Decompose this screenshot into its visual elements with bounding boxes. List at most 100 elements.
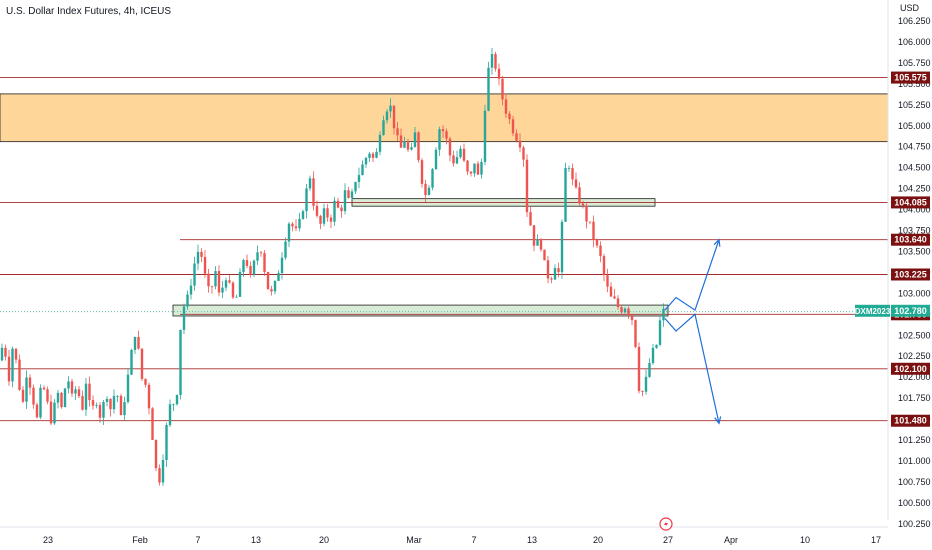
candle <box>448 136 452 162</box>
candle <box>42 385 46 391</box>
candle-body <box>560 221 564 273</box>
zone-supply <box>0 93 889 143</box>
candle <box>557 262 560 278</box>
price-tick-label: 103.500 <box>898 246 931 256</box>
candle-body <box>382 120 385 135</box>
candle <box>389 98 392 119</box>
candle <box>270 285 273 296</box>
candle <box>49 394 53 426</box>
candle <box>25 370 28 409</box>
candle <box>154 439 158 472</box>
candle-body <box>305 188 308 212</box>
candle-body <box>613 296 616 299</box>
price-tick-label: 104.000 <box>898 205 931 215</box>
candle-body <box>623 308 627 313</box>
candle <box>333 196 336 226</box>
candle <box>252 259 256 278</box>
candle <box>627 306 630 319</box>
candle <box>634 319 637 349</box>
candle-body <box>564 168 567 222</box>
candle-body <box>375 151 378 158</box>
candle-body <box>655 344 658 348</box>
candle-body <box>434 149 438 170</box>
candle <box>378 131 382 156</box>
candle-body <box>193 263 196 286</box>
candle <box>658 315 662 347</box>
candle-body <box>567 168 571 169</box>
candle <box>382 115 385 136</box>
candle-body <box>588 221 592 223</box>
date-tick-label: Feb <box>132 535 148 545</box>
projection-down-arrow <box>664 313 720 424</box>
candle-body <box>490 54 494 68</box>
candle <box>623 307 627 314</box>
candle <box>434 147 438 170</box>
candle-body <box>39 387 42 418</box>
price-tick-label: 101.250 <box>898 435 931 445</box>
candle <box>518 133 522 153</box>
candle <box>361 160 364 176</box>
candle <box>224 277 228 292</box>
candle <box>494 51 497 72</box>
candle <box>112 389 116 414</box>
candle-body <box>294 226 298 229</box>
price-tick-label: 100.250 <box>898 519 931 529</box>
candle-body <box>280 257 284 274</box>
candle-body <box>364 157 368 165</box>
candle <box>368 151 371 162</box>
candle <box>445 128 448 145</box>
level-badge-label: 103.640 <box>894 235 927 245</box>
candle <box>550 276 553 284</box>
price-axis[interactable]: USD 106.250 106.000 105.750 105.500 105.250 1… <box>887 0 931 529</box>
candle <box>28 374 32 395</box>
candle-body <box>350 191 354 198</box>
candle <box>116 394 119 403</box>
candle-body <box>168 404 172 426</box>
candle <box>336 197 340 209</box>
candle-body <box>56 392 60 403</box>
candle-body <box>231 282 235 298</box>
candle-body <box>77 389 81 397</box>
candle <box>648 358 651 378</box>
arrow-head <box>714 416 722 425</box>
candle <box>340 204 343 219</box>
candle <box>98 402 102 423</box>
candle <box>564 162 567 222</box>
candle <box>231 281 235 299</box>
projection-arrows <box>664 238 722 425</box>
candle <box>560 219 564 279</box>
candle <box>294 219 298 232</box>
candle <box>77 386 81 399</box>
candle <box>11 346 14 388</box>
candle <box>525 154 529 217</box>
candle-body <box>658 320 662 345</box>
candle-body <box>161 460 165 483</box>
candle <box>553 264 557 280</box>
price-tick-label: 105.750 <box>898 58 931 68</box>
candle <box>606 268 609 293</box>
candle <box>420 158 424 188</box>
candle <box>455 150 459 165</box>
candle <box>410 142 413 151</box>
candle-body <box>651 347 655 363</box>
candle-body <box>620 307 623 313</box>
candle-body <box>648 362 651 377</box>
candle-body <box>172 404 175 406</box>
candle-body <box>301 211 305 219</box>
price-tick-label: 106.000 <box>898 37 931 47</box>
candle <box>504 93 508 119</box>
candle <box>266 271 270 290</box>
price-tick-label: 105.250 <box>898 100 931 110</box>
candle-body <box>553 268 557 280</box>
candle-body <box>595 239 599 246</box>
candle-body <box>371 153 375 158</box>
last-price-label: 102.780 <box>894 306 927 316</box>
candle <box>571 163 574 186</box>
candle-body <box>287 223 291 242</box>
time-axis[interactable]: 23 Feb 7 13 20 Mar 7 13 20 27 Apr 10 17 <box>0 526 888 545</box>
candle-body <box>7 356 11 382</box>
lightning-icon[interactable] <box>659 517 673 531</box>
candle <box>609 282 613 297</box>
candle <box>616 295 620 310</box>
